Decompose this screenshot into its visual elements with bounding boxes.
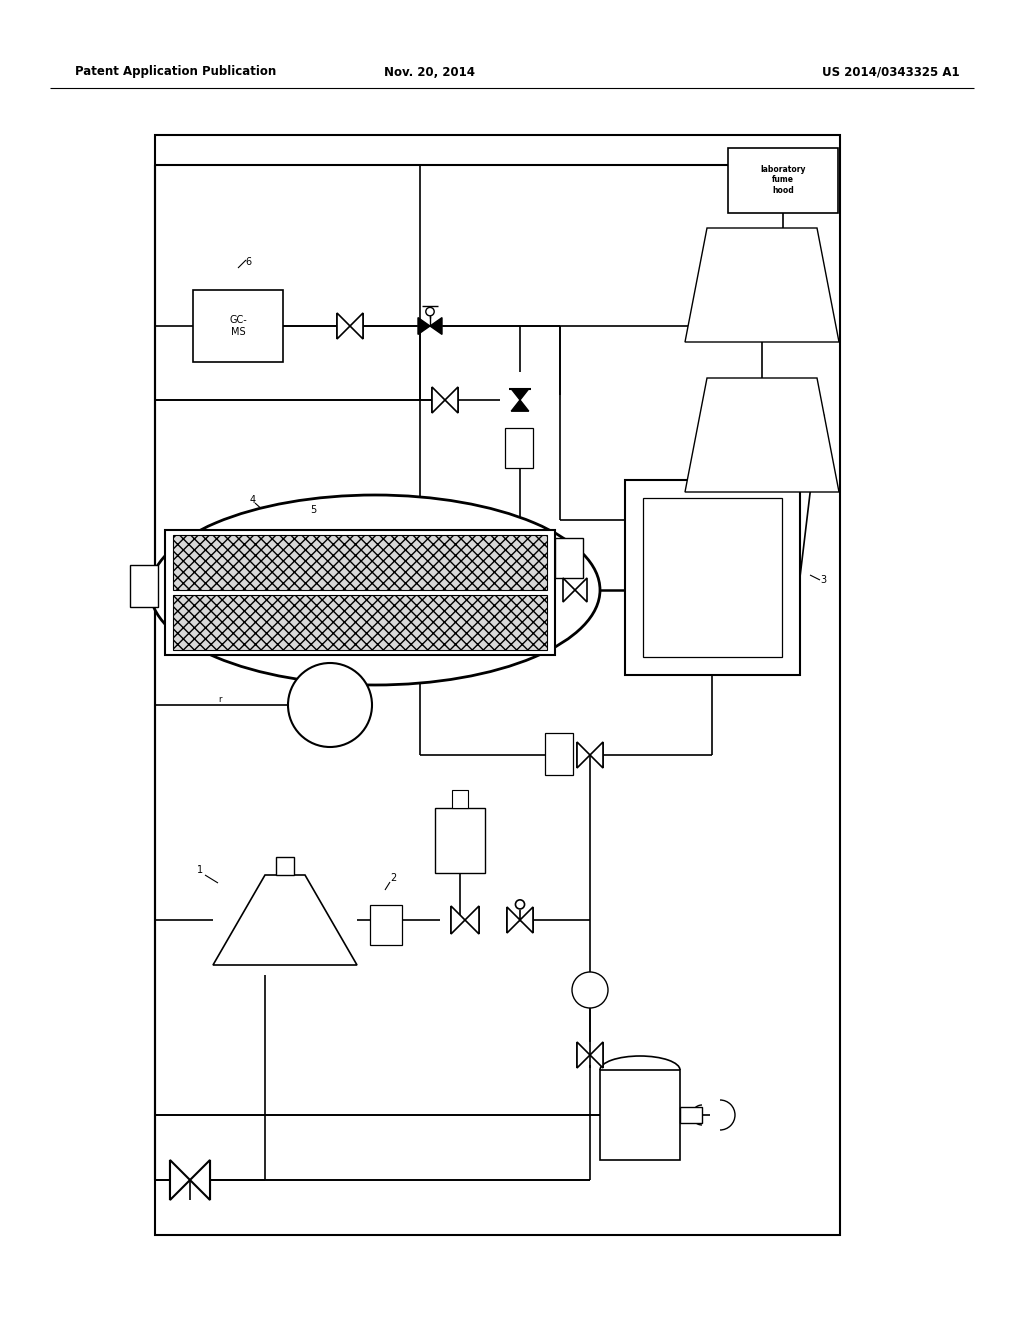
Text: laboratory
fume
hood: laboratory fume hood [760, 165, 806, 195]
Text: US 2014/0343325 A1: US 2014/0343325 A1 [822, 66, 961, 78]
Text: 3: 3 [820, 576, 826, 585]
Text: reactants: reactants [291, 899, 299, 941]
Text: f: f [595, 991, 597, 997]
Bar [643, 498, 782, 657]
Bar [435, 808, 485, 873]
Circle shape [426, 308, 434, 315]
Text: N2: N2 [633, 1118, 647, 1129]
Bar [155, 135, 840, 1236]
Bar [370, 906, 402, 945]
Bar [600, 1071, 680, 1160]
Bar [452, 789, 468, 808]
Text: Patent Application Publication: Patent Application Publication [75, 66, 276, 78]
Bar [680, 1107, 702, 1123]
Text: 5: 5 [310, 506, 316, 515]
Text: GC-
MS: GC- MS [229, 315, 247, 337]
Polygon shape [685, 228, 839, 342]
Polygon shape [190, 1160, 210, 1200]
Text: Nov. 20, 2014: Nov. 20, 2014 [384, 66, 475, 78]
Text: 7: 7 [815, 411, 821, 420]
Polygon shape [575, 578, 587, 602]
Bar [505, 428, 534, 469]
Polygon shape [511, 389, 528, 400]
Text: M: M [323, 697, 338, 713]
Bar [193, 290, 283, 362]
Polygon shape [213, 875, 357, 965]
Text: P: P [383, 920, 388, 929]
Polygon shape [465, 906, 479, 935]
Ellipse shape [150, 495, 600, 685]
Polygon shape [685, 378, 839, 492]
Polygon shape [590, 742, 603, 768]
Bar [276, 857, 294, 875]
Text: 1: 1 [197, 865, 203, 875]
Bar [173, 535, 547, 590]
Polygon shape [337, 313, 350, 339]
Bar [555, 539, 583, 578]
Bar [545, 733, 573, 775]
Polygon shape [507, 907, 520, 933]
Bar [625, 480, 800, 675]
Text: 3: 3 [566, 553, 571, 562]
Bar [173, 595, 547, 649]
Polygon shape [507, 911, 520, 929]
Circle shape [572, 972, 608, 1008]
Polygon shape [520, 911, 534, 929]
Polygon shape [350, 313, 362, 339]
Bar [728, 148, 838, 213]
Text: 2: 2 [390, 873, 396, 883]
Polygon shape [170, 1160, 190, 1200]
Polygon shape [445, 387, 458, 413]
Text: 5: 5 [556, 751, 561, 759]
Polygon shape [590, 1041, 603, 1068]
Polygon shape [430, 318, 442, 334]
Bar [130, 565, 158, 607]
Text: 4: 4 [250, 495, 256, 506]
Text: r: r [218, 696, 222, 705]
Polygon shape [577, 742, 590, 768]
Polygon shape [520, 907, 534, 933]
Polygon shape [418, 318, 430, 334]
Polygon shape [511, 400, 528, 412]
Text: 6: 6 [245, 257, 251, 267]
Bar [165, 531, 555, 655]
Circle shape [288, 663, 372, 747]
Polygon shape [563, 578, 575, 602]
Polygon shape [451, 906, 465, 935]
Polygon shape [577, 1041, 590, 1068]
Text: 3: 3 [141, 582, 146, 590]
Polygon shape [432, 387, 445, 413]
Circle shape [515, 900, 524, 909]
